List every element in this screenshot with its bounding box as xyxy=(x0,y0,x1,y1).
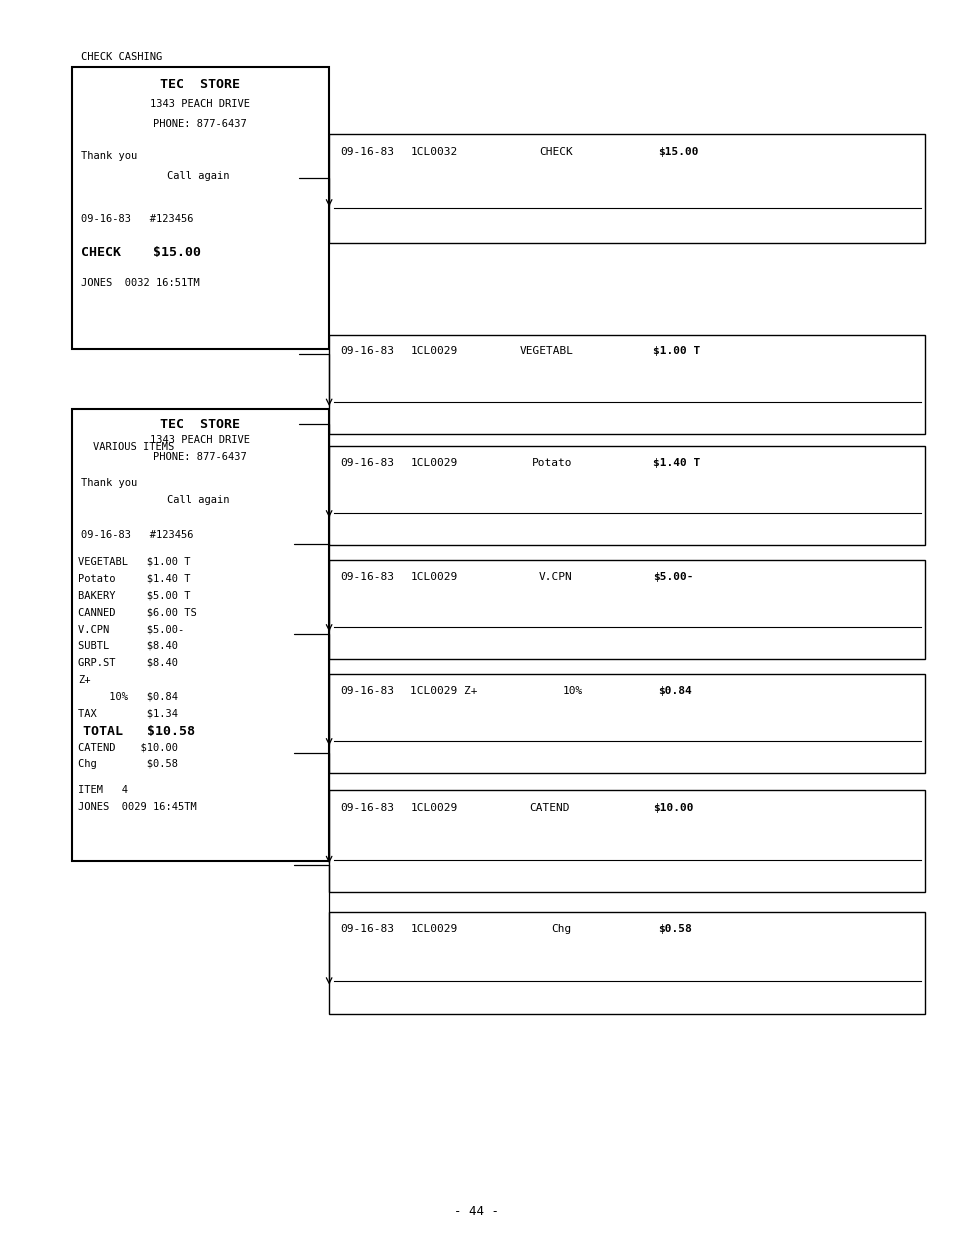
Text: V.CPN      $5.00-: V.CPN $5.00- xyxy=(78,624,184,634)
Text: BAKERY     $5.00 T: BAKERY $5.00 T xyxy=(78,590,191,600)
Text: Chg: Chg xyxy=(551,924,571,934)
Text: VARIOUS ITEMS: VARIOUS ITEMS xyxy=(93,442,174,452)
Text: CHECK CASHING: CHECK CASHING xyxy=(81,52,162,62)
Text: CHECK: CHECK xyxy=(538,147,572,157)
Text: 09-16-83: 09-16-83 xyxy=(340,803,395,813)
Text: $0.84: $0.84 xyxy=(658,686,691,696)
Text: Call again: Call again xyxy=(167,494,230,506)
Bar xyxy=(71,67,329,349)
Bar xyxy=(329,134,924,243)
Text: Potato     $1.40 T: Potato $1.40 T xyxy=(78,574,191,584)
Text: 1CL0029: 1CL0029 xyxy=(410,803,457,813)
Text: - 44 -: - 44 - xyxy=(454,1206,499,1218)
Text: CHECK    $15.00: CHECK $15.00 xyxy=(81,247,201,259)
Text: 1CL0029: 1CL0029 xyxy=(410,924,457,934)
Text: 1CL0029: 1CL0029 xyxy=(410,347,457,357)
Text: $10.00: $10.00 xyxy=(653,803,693,813)
Text: TEC  STORE: TEC STORE xyxy=(160,78,240,92)
Text: 1CL0029: 1CL0029 xyxy=(410,572,457,582)
Text: PHONE: 877-6437: PHONE: 877-6437 xyxy=(153,452,247,462)
Text: JONES  0032 16:51TM: JONES 0032 16:51TM xyxy=(81,278,199,287)
Text: CANNED     $6.00 TS: CANNED $6.00 TS xyxy=(78,607,196,617)
Bar xyxy=(71,409,329,861)
Text: $15.00: $15.00 xyxy=(658,147,698,157)
Text: TOTAL   $10.58: TOTAL $10.58 xyxy=(75,725,195,738)
Text: 1CL0029: 1CL0029 xyxy=(410,458,457,468)
Bar xyxy=(329,912,924,1014)
Text: 09-16-83: 09-16-83 xyxy=(340,458,395,468)
Text: 09-16-83: 09-16-83 xyxy=(340,572,395,582)
Text: 1343 PEACH DRIVE: 1343 PEACH DRIVE xyxy=(151,435,250,445)
Text: 09-16-83   #123456: 09-16-83 #123456 xyxy=(81,214,193,224)
Text: PHONE: 877-6437: PHONE: 877-6437 xyxy=(153,119,247,129)
Text: Call again: Call again xyxy=(167,171,230,181)
Text: SUBTL      $8.40: SUBTL $8.40 xyxy=(78,641,178,650)
Text: 09-16-83   #123456: 09-16-83 #123456 xyxy=(81,530,193,540)
Text: 10%   $0.84: 10% $0.84 xyxy=(78,691,178,701)
Text: 09-16-83: 09-16-83 xyxy=(340,347,395,357)
Text: 09-16-83: 09-16-83 xyxy=(340,924,395,934)
Bar xyxy=(329,790,924,892)
Bar xyxy=(329,560,924,659)
Text: 09-16-83: 09-16-83 xyxy=(340,686,395,696)
Text: VEGETABL   $1.00 T: VEGETABL $1.00 T xyxy=(78,556,191,566)
Text: V.CPN: V.CPN xyxy=(538,572,572,582)
Text: 1343 PEACH DRIVE: 1343 PEACH DRIVE xyxy=(151,99,250,109)
Text: TAX        $1.34: TAX $1.34 xyxy=(78,709,178,719)
Bar xyxy=(329,335,924,434)
Text: 1CL0032: 1CL0032 xyxy=(410,147,457,157)
Text: $5.00-: $5.00- xyxy=(653,572,693,582)
Text: CATEND: CATEND xyxy=(529,803,569,813)
Text: Z+: Z+ xyxy=(78,675,91,685)
Text: JONES  0029 16:45TM: JONES 0029 16:45TM xyxy=(78,802,196,812)
Text: Chg        $0.58: Chg $0.58 xyxy=(78,760,178,769)
Text: Thank you: Thank you xyxy=(81,478,137,488)
Text: VEGETABL: VEGETABL xyxy=(519,347,574,357)
Text: Potato: Potato xyxy=(532,458,572,468)
Bar xyxy=(329,446,924,545)
Text: $1.00 T: $1.00 T xyxy=(653,347,700,357)
Text: Thank you: Thank you xyxy=(81,151,137,161)
Text: $1.40 T: $1.40 T xyxy=(653,458,700,468)
Text: $0.58: $0.58 xyxy=(658,924,691,934)
Text: 10%: 10% xyxy=(562,686,582,696)
Text: 1CL0029 Z+: 1CL0029 Z+ xyxy=(410,686,477,696)
Text: CATEND    $10.00: CATEND $10.00 xyxy=(78,742,178,752)
Bar xyxy=(329,674,924,773)
Text: GRP.ST     $8.40: GRP.ST $8.40 xyxy=(78,658,178,668)
Text: ITEM   4: ITEM 4 xyxy=(78,786,128,795)
Text: 09-16-83: 09-16-83 xyxy=(340,147,395,157)
Text: TEC  STORE: TEC STORE xyxy=(160,418,240,431)
